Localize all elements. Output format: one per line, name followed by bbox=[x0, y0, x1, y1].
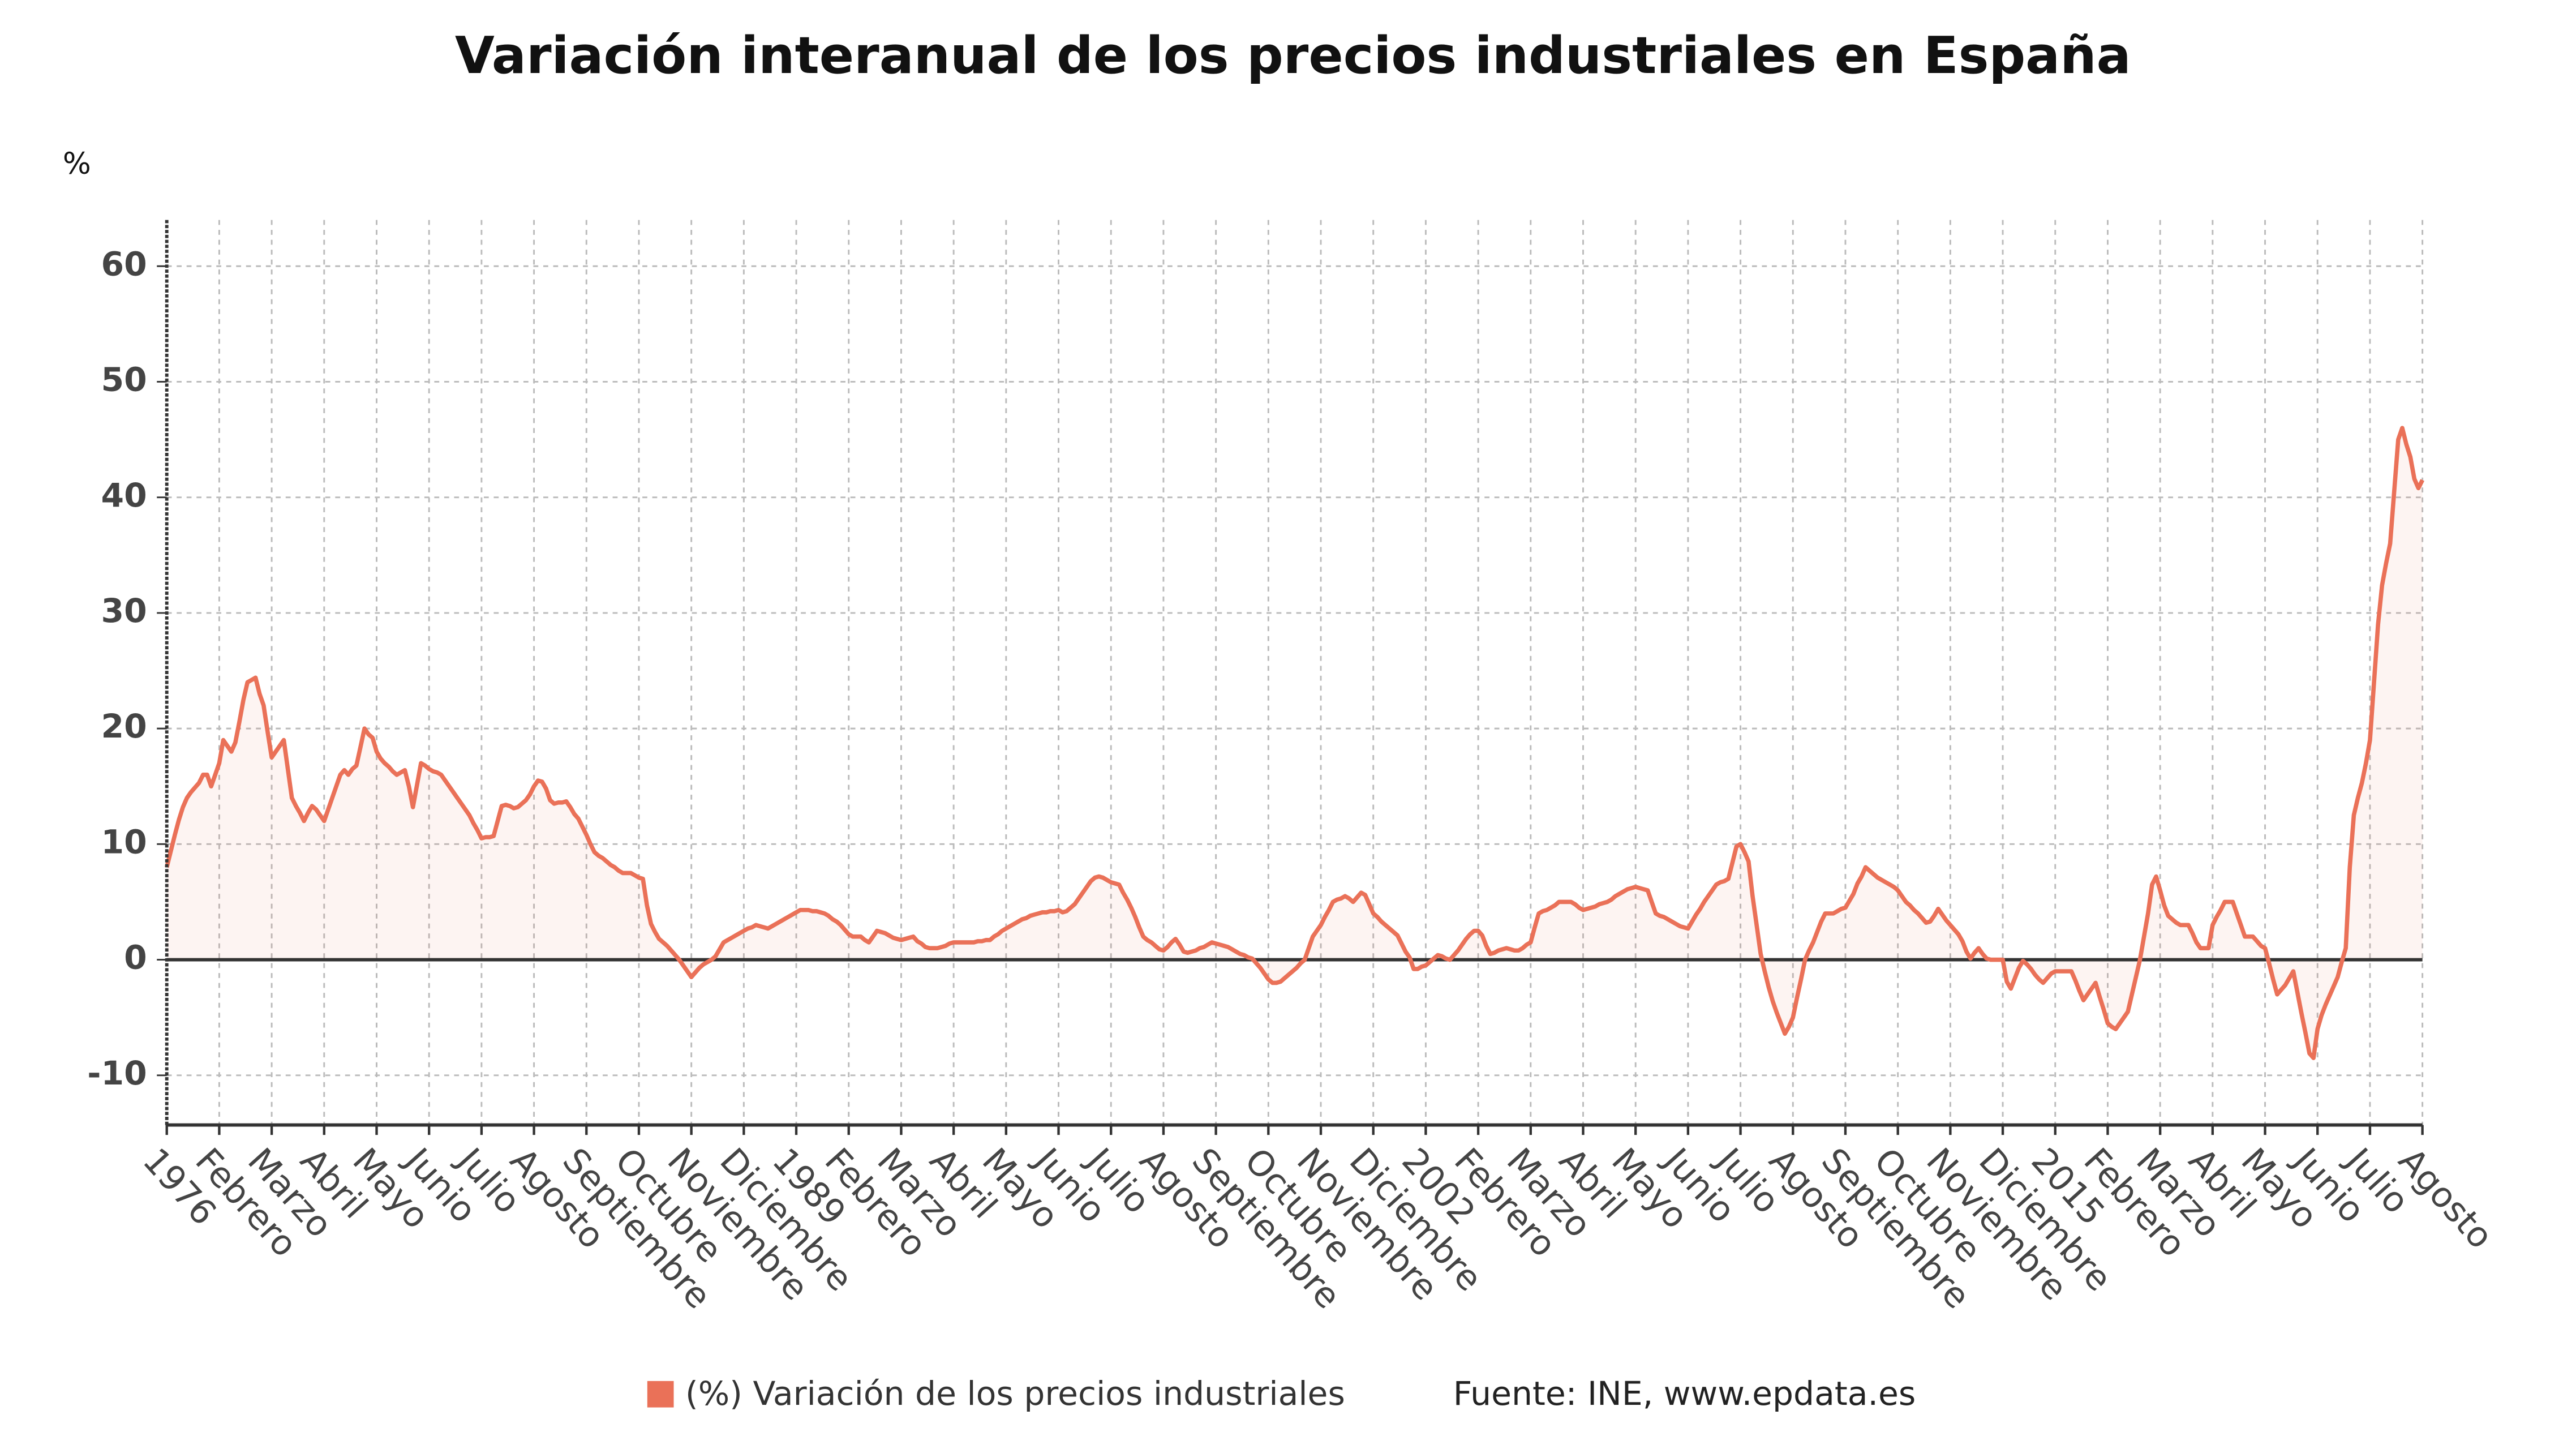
y-tick-label: 10 bbox=[101, 822, 147, 861]
legend-label: (%) Variación de los precios industriale… bbox=[685, 1374, 1345, 1413]
y-tick-label: 50 bbox=[101, 361, 147, 399]
legend-swatch bbox=[647, 1381, 674, 1408]
area bbox=[166, 428, 2423, 1058]
y-tick-label: -10 bbox=[87, 1054, 147, 1092]
y-tick-label: 30 bbox=[101, 591, 147, 630]
y-tick-label: 60 bbox=[101, 245, 147, 283]
y-tick-label: 20 bbox=[101, 707, 147, 745]
y-unit: % bbox=[63, 147, 91, 181]
y-tick-label: 0 bbox=[124, 938, 147, 977]
line bbox=[165, 426, 2425, 1060]
y-tick-label: 40 bbox=[101, 476, 147, 515]
source: Fuente: INE, www.epdata.es bbox=[1453, 1374, 1916, 1413]
chart-title: Variación interanual de los precios indu… bbox=[455, 26, 2131, 85]
